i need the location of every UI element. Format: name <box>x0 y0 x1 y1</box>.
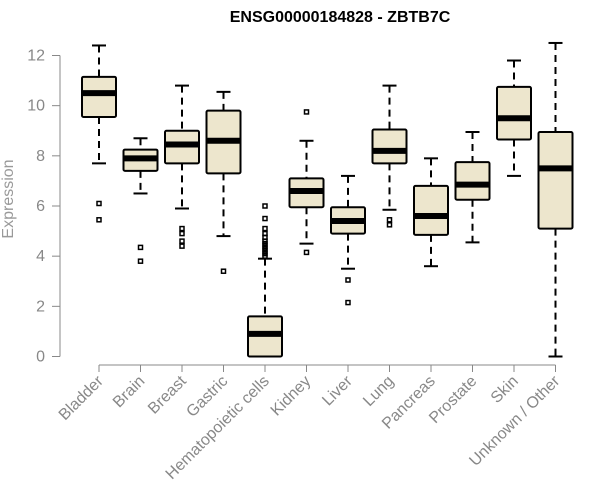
box-group <box>247 203 283 358</box>
x-tick-label: Brain <box>110 373 148 411</box>
outlier-point <box>386 222 393 228</box>
iqr-box <box>413 184 449 236</box>
iqr-box <box>454 161 491 201</box>
box-group <box>122 137 159 264</box>
box-group <box>454 131 491 244</box>
outlier-point <box>179 238 185 244</box>
outlier-point <box>96 200 102 207</box>
box-group <box>496 59 532 177</box>
plot-area <box>81 41 574 358</box>
outlier-point <box>137 258 144 264</box>
y-tick-label: 4 <box>36 248 45 265</box>
y-tick-label: 0 <box>36 349 45 366</box>
outlier-point <box>386 217 393 223</box>
y-tick-label: 12 <box>27 48 45 65</box>
chart-title: ENSG00000184828 - ZBTB7C <box>230 9 451 26</box>
outlier-point <box>179 225 185 232</box>
y-tick-label: 6 <box>36 198 45 215</box>
x-tick-label: Bladder <box>56 372 107 423</box>
outlier-point <box>262 215 268 222</box>
box-group <box>288 109 325 256</box>
x-tick-label: Skin <box>488 373 522 407</box>
box-group <box>330 174 366 306</box>
outlier-point <box>262 203 268 209</box>
y-axis-label: Expression <box>0 159 17 238</box>
box-group <box>537 41 574 358</box>
outlier-point <box>303 249 310 256</box>
iqr-box <box>371 128 408 165</box>
outlier-point <box>220 268 227 274</box>
iqr-box <box>81 75 117 118</box>
x-tick-label: Kidney <box>268 373 315 420</box>
x-tick-label: Lung <box>360 373 397 410</box>
iqr-box <box>537 131 574 230</box>
outlier-point <box>303 109 310 115</box>
x-tick-label: Liver <box>319 372 356 409</box>
x-tick-label: Breast <box>145 372 190 417</box>
outlier-point <box>345 277 351 283</box>
outlier-point <box>179 230 185 237</box>
box-group <box>164 84 200 249</box>
outlier-point <box>179 243 185 249</box>
y-tick-label: 2 <box>36 298 45 315</box>
outlier-point <box>345 299 351 306</box>
y-tick-label: 8 <box>36 148 45 165</box>
y-axis: 0 2 4 6 8 10 12 <box>27 48 61 366</box>
iqr-box <box>496 85 532 141</box>
outlier-point <box>137 244 144 251</box>
outlier-point <box>262 225 268 232</box>
box-group <box>81 44 117 223</box>
y-tick-label: 10 <box>27 98 45 115</box>
box-group <box>371 84 408 228</box>
outlier-point <box>262 253 268 259</box>
box-group <box>205 90 242 274</box>
box-group <box>413 157 449 268</box>
outlier-point <box>96 217 102 223</box>
